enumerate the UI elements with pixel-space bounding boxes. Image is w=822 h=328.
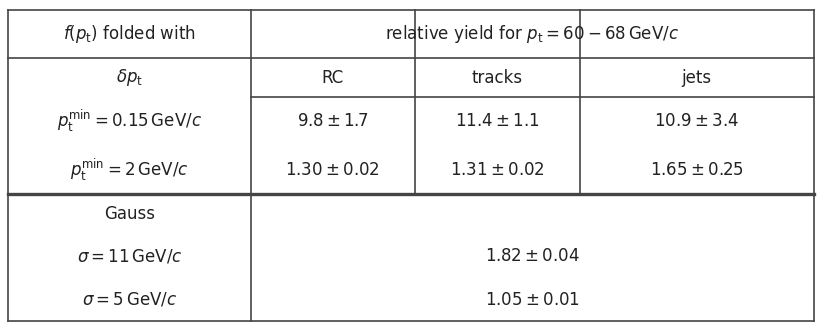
Text: $10.9 \pm 3.4$: $10.9 \pm 3.4$	[654, 112, 739, 130]
Text: $1.30 \pm 0.02$: $1.30 \pm 0.02$	[285, 160, 381, 178]
Text: $1.31 \pm 0.02$: $1.31 \pm 0.02$	[450, 160, 545, 178]
Text: $p_{\mathrm{t}}^{\mathrm{min}} = 0.15\,\mathrm{GeV}/c$: $p_{\mathrm{t}}^{\mathrm{min}} = 0.15\,\…	[57, 108, 202, 134]
Text: $p_{\mathrm{t}}^{\mathrm{min}} = 2\,\mathrm{GeV}/c$: $p_{\mathrm{t}}^{\mathrm{min}} = 2\,\mat…	[70, 156, 189, 183]
Text: $1.05 \pm 0.01$: $1.05 \pm 0.01$	[485, 291, 580, 309]
Text: RC: RC	[321, 69, 344, 87]
Text: $1.82 \pm 0.04$: $1.82 \pm 0.04$	[485, 247, 580, 265]
Text: $\delta p_{\mathrm{t}}$: $\delta p_{\mathrm{t}}$	[116, 67, 143, 88]
Text: $f(p_{\mathrm{t}})$ folded with: $f(p_{\mathrm{t}})$ folded with	[63, 23, 196, 45]
Text: $1.65 \pm 0.25$: $1.65 \pm 0.25$	[649, 160, 744, 178]
Text: $\sigma = 11\,\mathrm{GeV}/c$: $\sigma = 11\,\mathrm{GeV}/c$	[76, 247, 182, 265]
Text: $9.8 \pm 1.7$: $9.8 \pm 1.7$	[297, 112, 369, 130]
Text: $11.4 \pm 1.1$: $11.4 \pm 1.1$	[455, 112, 539, 130]
Text: relative yield for $p_{\mathrm{t}} = 60 - 68\,\mathrm{GeV}/c$: relative yield for $p_{\mathrm{t}} = 60 …	[386, 23, 679, 45]
Text: $\sigma = 5\,\mathrm{GeV}/c$: $\sigma = 5\,\mathrm{GeV}/c$	[82, 291, 177, 309]
Text: jets: jets	[681, 69, 712, 87]
Text: Gauss: Gauss	[104, 205, 155, 223]
Text: tracks: tracks	[472, 69, 523, 87]
